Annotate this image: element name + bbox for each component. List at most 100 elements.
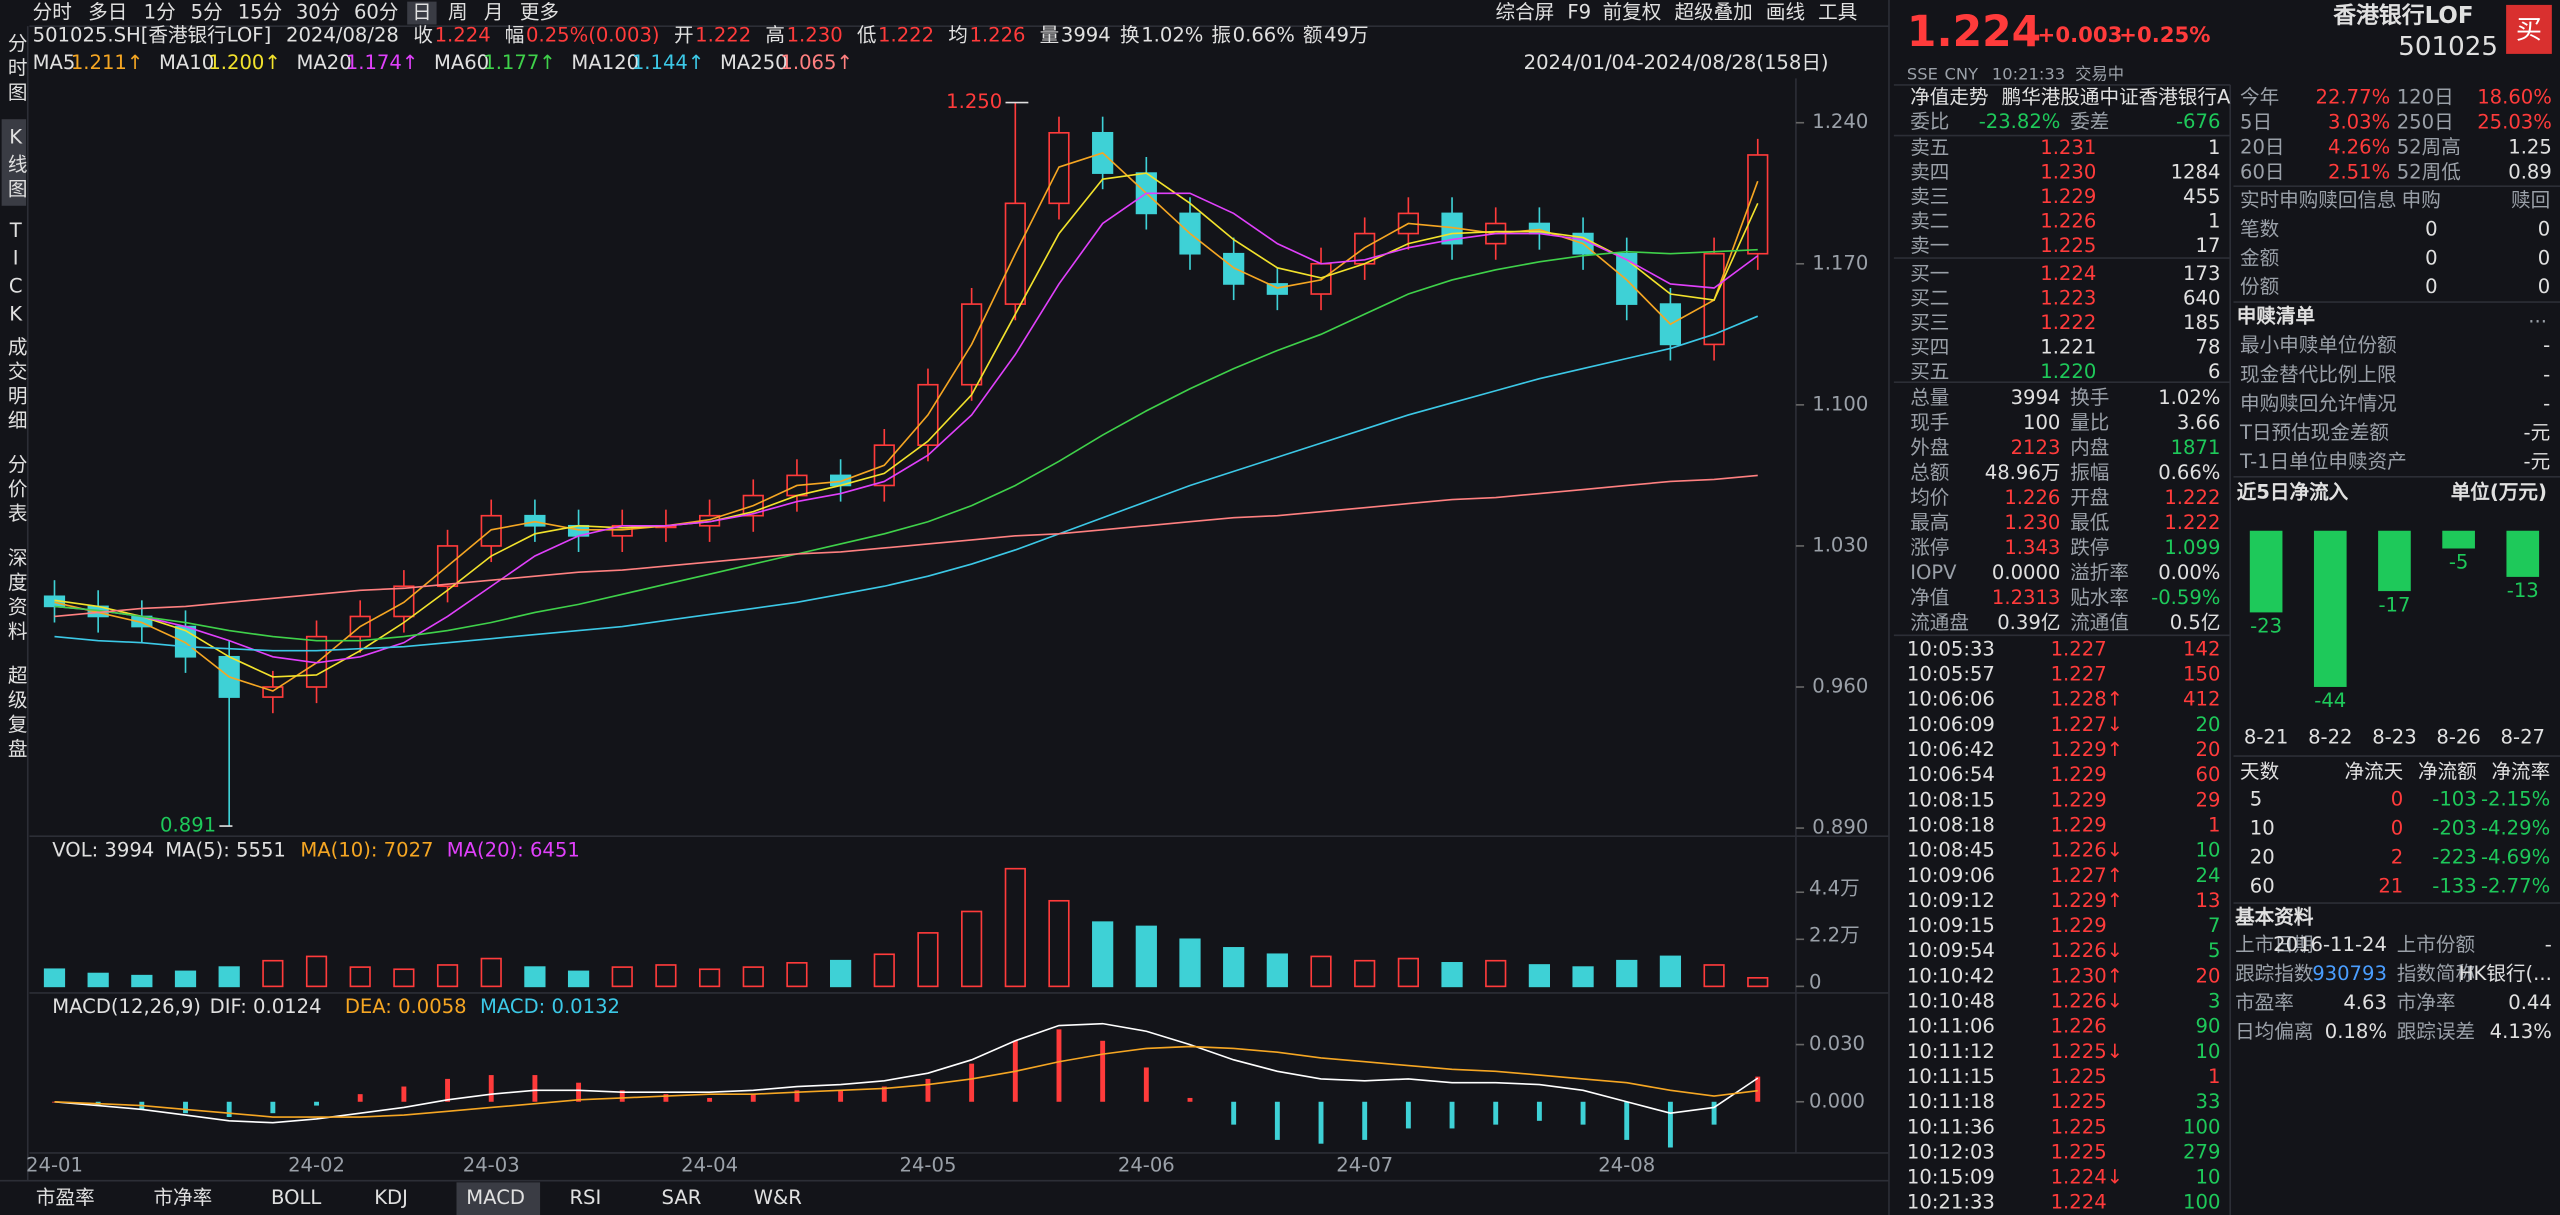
trade-time: 10:10:48 [1907, 990, 1995, 1013]
field-value: 1.222 [2164, 511, 2220, 534]
field-value: 2.51% [2328, 160, 2390, 183]
period-tab[interactable]: 多日 [88, 1, 127, 24]
buy-button-bg[interactable] [2506, 4, 2552, 54]
field-label: 振幅 [2070, 461, 2109, 484]
legend-value: 1.144↑ [632, 51, 704, 74]
legend-item: VOL: 3994 [52, 838, 154, 861]
book-volume: 640 [2183, 286, 2220, 309]
table-cell: 5 [2250, 788, 2262, 811]
indicator-tab[interactable]: KDJ [374, 1186, 408, 1209]
field-label: 指数简称 [2397, 962, 2475, 985]
side-tab[interactable]: TICK [4, 219, 27, 331]
field-value: 3.03% [2328, 110, 2390, 133]
table-cell: -103 [2432, 788, 2476, 811]
period-tab[interactable]: 30分 [296, 1, 340, 24]
macd-bar [794, 1090, 800, 1102]
book-price: 1.225 [2040, 234, 2096, 257]
period-tab[interactable]: 更多 [520, 1, 559, 24]
trade-time: 10:12:03 [1907, 1140, 1995, 1163]
side-tab[interactable]: 分价表 [4, 454, 27, 527]
indicator-tab[interactable]: RSI [569, 1186, 601, 1209]
volume-bar [1397, 957, 1419, 988]
field-value: - [2543, 392, 2550, 415]
x-tick-label: 24-05 [900, 1154, 957, 1177]
trade-price: 1.229 [2051, 763, 2107, 786]
trade-time: 10:15:09 [1907, 1166, 1995, 1189]
macd-bar [1274, 1101, 1280, 1140]
trade-volume: 7 [2208, 914, 2220, 937]
y-tick-label: 0.890 [1812, 816, 1868, 839]
y-tick-label: 0 [1809, 971, 1821, 994]
volume-bar [218, 966, 240, 988]
indicator-tab[interactable]: MACD [466, 1186, 525, 1209]
field-value: -元 [2524, 450, 2551, 473]
indicator-tab[interactable]: SAR [662, 1186, 702, 1209]
book-label: 卖一 [1910, 234, 1949, 257]
field-value: 100 [2023, 411, 2060, 434]
legend-name: MA60 [434, 51, 489, 74]
y-tick-label: 0.000 [1809, 1089, 1865, 1112]
side-tab[interactable]: K线图 [4, 126, 27, 203]
trade-volume: 24 [2195, 864, 2220, 887]
book-volume: 1 [2208, 210, 2220, 233]
field-label: 笔数 [2240, 218, 2280, 241]
y-tick-label: 1.100 [1812, 392, 1868, 415]
indicator-tab[interactable]: W&R [754, 1186, 803, 1209]
trade-volume: 279 [2183, 1140, 2220, 1163]
side-tab[interactable]: 成交明细 [4, 336, 27, 434]
period-tab[interactable]: 分时 [33, 1, 72, 24]
bar [2378, 530, 2411, 592]
volume-bar [830, 959, 852, 988]
trade-price: 1.226 [2051, 1015, 2107, 1038]
volume-bar [1485, 959, 1507, 988]
table-cell: 0 [2391, 788, 2403, 811]
period-tab[interactable]: 周 [448, 1, 468, 24]
more: ... [2528, 304, 2547, 327]
field-value: 0.89 [2508, 160, 2552, 183]
side-tab[interactable]: 深度资料 [4, 547, 27, 645]
macd-bar [1624, 1101, 1630, 1140]
toolbar-button[interactable]: 画线 [1766, 1, 1805, 24]
indicator-tab[interactable]: 市净率 [153, 1186, 212, 1209]
period-tab[interactable]: 15分 [238, 1, 282, 24]
macd-bar [1187, 1097, 1193, 1102]
trade-time: 10:11:06 [1907, 1015, 1995, 1038]
indicator-tab[interactable]: 市盈率 [36, 1186, 95, 1209]
change: +0.003 [2038, 23, 2123, 48]
nav-tab[interactable]: 净值走势 [1910, 85, 1988, 108]
macd-bar [1100, 1040, 1106, 1102]
trade-price: 1.229 [2051, 814, 2107, 837]
info-value: 1.222 [695, 23, 751, 46]
macd-bar [1405, 1101, 1411, 1129]
buy-button[interactable]: 买 [2516, 16, 2542, 46]
toolbar-button[interactable]: 工具 [1818, 1, 1857, 24]
table-cell: 10 [2250, 817, 2275, 840]
toolbar-button[interactable]: 超级叠加 [1674, 1, 1752, 24]
volume-bar [1004, 867, 1026, 988]
toolbar-button[interactable]: F9 [1567, 1, 1591, 24]
volume-bar [961, 910, 983, 988]
field-label: IOPV [1910, 561, 1957, 584]
trade-time: 10:11:12 [1907, 1040, 1995, 1063]
toolbar-button[interactable]: 前复权 [1603, 1, 1662, 24]
field-value: 2016-11-24 [2273, 933, 2387, 956]
period-tab[interactable]: 60分 [354, 1, 398, 24]
period-tab[interactable]: 月 [484, 1, 504, 24]
table-header: 净流额 [2418, 760, 2477, 783]
side-tab[interactable]: 分时图 [4, 33, 27, 106]
period-tab[interactable]: 5分 [191, 1, 223, 24]
table-cell: 2 [2391, 846, 2403, 869]
side-tab[interactable]: 超级复盘 [4, 665, 27, 763]
book-price: 1.230 [2040, 161, 2096, 184]
toolbar-button[interactable]: 综合屏 [1496, 1, 1555, 24]
period-tab[interactable]: 日 [412, 1, 432, 24]
x-tick-label: 24-07 [1336, 1154, 1393, 1177]
field-label: 总量 [1910, 386, 1949, 409]
period-tab[interactable]: 1分 [144, 1, 176, 24]
field-value: 1.222 [2164, 486, 2220, 509]
field-label: 250日 [2397, 110, 2454, 133]
macd-bar [270, 1101, 276, 1114]
indicator-tab[interactable]: BOLL [271, 1186, 321, 1209]
trade-volume: 5 [2208, 939, 2220, 962]
